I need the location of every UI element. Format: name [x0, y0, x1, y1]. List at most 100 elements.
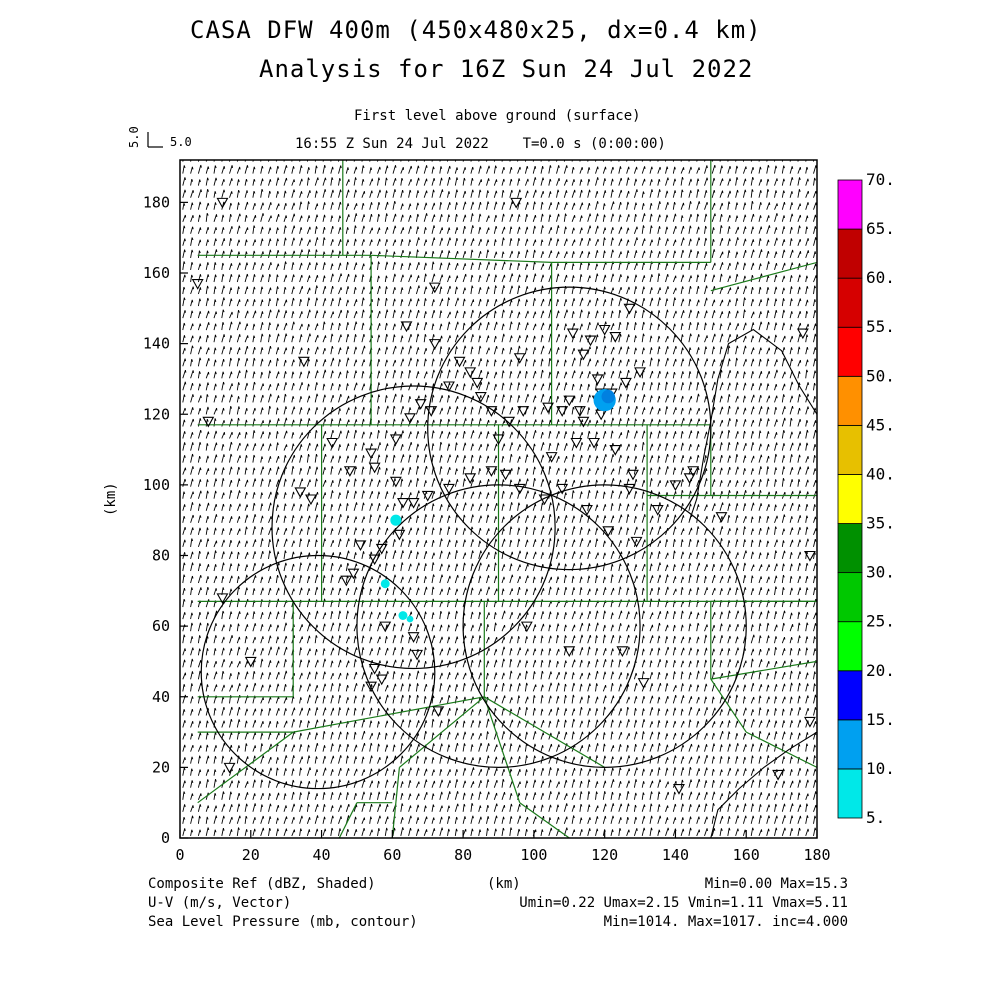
x-tick-label: 100	[520, 846, 547, 864]
echo-cell	[601, 389, 615, 404]
y-axis-label: (km)	[103, 482, 119, 516]
station-marker	[595, 409, 608, 421]
station-marker	[520, 621, 533, 633]
radar-ring	[427, 286, 712, 571]
radar-range-rings	[200, 286, 747, 790]
station-marker	[588, 437, 600, 449]
plot-frame	[179, 159, 818, 839]
station-marker	[340, 575, 353, 587]
station-marker	[191, 279, 204, 290]
station-marker	[637, 678, 650, 689]
station-marker	[368, 663, 381, 675]
station-marker	[407, 497, 420, 509]
station-marker	[414, 399, 427, 410]
station-marker	[389, 476, 402, 488]
echo-cell	[398, 611, 408, 620]
station-marker	[404, 413, 416, 424]
station-marker	[570, 437, 583, 449]
station-marker	[609, 332, 622, 343]
y-tick-label: 180	[143, 193, 170, 211]
county-line	[710, 261, 817, 292]
footer-right-3: Min=1014. Max=1017. inc=4.000	[603, 914, 848, 930]
station-marker	[598, 324, 611, 336]
y-tick-label: 120	[143, 405, 170, 423]
station-marker	[389, 434, 402, 446]
station-marker	[669, 480, 682, 492]
station-marker	[513, 483, 526, 495]
station-marker	[573, 406, 586, 417]
level-label: First level above ground (surface)	[354, 108, 641, 124]
colorbar-label: 15.	[866, 710, 895, 729]
ref-vector-value-label: 5.0	[127, 126, 141, 148]
colorbar-label: 20.	[866, 661, 895, 680]
station-marker	[216, 197, 229, 209]
colorbar-swatch	[837, 768, 863, 819]
colorbar-swatch	[837, 228, 863, 279]
colorbar-swatch	[837, 523, 863, 574]
footer-right-1: Min=0.00 Max=15.3	[704, 876, 848, 892]
station-marker	[453, 356, 466, 368]
station-marker	[545, 452, 558, 463]
station-marker	[368, 554, 381, 566]
time-label: 16:55 Z Sun 24 Jul 2022 T=0.0 s (0:00:00…	[295, 136, 666, 152]
county-line	[371, 254, 552, 263]
colorbar-label: 40.	[866, 464, 895, 483]
echo-cell	[390, 514, 402, 526]
station-marker	[616, 646, 629, 657]
station-marker	[443, 483, 455, 495]
county-line	[338, 802, 358, 838]
footer-right-2: Umin=0.22 Umax=2.15 Vmin=1.11 Vmax=5.11	[519, 895, 848, 911]
station-marker	[556, 406, 569, 417]
station-marker	[485, 466, 498, 477]
wind-vector-field	[182, 160, 817, 837]
county-line	[483, 696, 521, 803]
station-marker	[673, 784, 685, 795]
station-marker	[584, 335, 597, 347]
colorbar-label: 70.	[866, 170, 895, 189]
station-marker	[297, 356, 310, 368]
station-marker	[630, 536, 643, 548]
station-marker	[609, 445, 622, 456]
station-marker	[687, 466, 700, 477]
station-marker	[796, 328, 809, 340]
footer-left-3: Sea Level Pressure (mb, contour)	[148, 914, 418, 930]
station-marker	[602, 526, 615, 537]
y-tick-label: 160	[143, 264, 170, 282]
station-marker	[216, 593, 229, 605]
station-marker	[577, 349, 590, 361]
colorbar: 5. 10. 15. 20. 25. 30. 35. 40. 45. 50. 55. 60. 65. 70…	[837, 170, 895, 827]
station-marker	[542, 402, 554, 414]
x-tick-label: 80	[454, 846, 472, 864]
station-marker	[623, 303, 636, 315]
colorbar-swatch	[837, 179, 863, 230]
y-tick-label: 20	[152, 758, 170, 776]
x-axis: 0 20 40 60 80 100 120 140 160 180	[175, 830, 831, 864]
x-tick-label: 20	[242, 846, 260, 864]
x-tick-label: 160	[733, 846, 760, 864]
colorbar-label: 35.	[866, 514, 895, 533]
station-marker	[566, 328, 579, 340]
station-marker	[443, 381, 455, 393]
x-tick-label: 120	[591, 846, 618, 864]
colorbar-swatch	[837, 670, 863, 721]
colorbar-label: 45.	[866, 415, 895, 434]
station-marker	[627, 469, 639, 481]
colorbar-label: 60.	[866, 268, 895, 287]
wind-vectors	[182, 160, 817, 837]
colorbar-swatch	[837, 326, 863, 377]
x-tick-label: 140	[662, 846, 689, 864]
county-line	[710, 678, 747, 733]
station-marker	[202, 416, 215, 428]
station-marker	[464, 367, 477, 379]
colorbar-swatch	[837, 375, 863, 426]
station-marker	[556, 483, 569, 495]
station-marker	[510, 197, 523, 209]
ref-vector-side-label: 5.0	[170, 135, 192, 149]
y-tick-label: 0	[161, 829, 170, 847]
station-marker	[347, 568, 360, 580]
radar-ring	[271, 385, 556, 670]
station-marker	[563, 395, 576, 407]
station-marker	[326, 437, 339, 449]
colorbar-label: 25.	[866, 612, 895, 631]
station-marker	[715, 512, 728, 523]
